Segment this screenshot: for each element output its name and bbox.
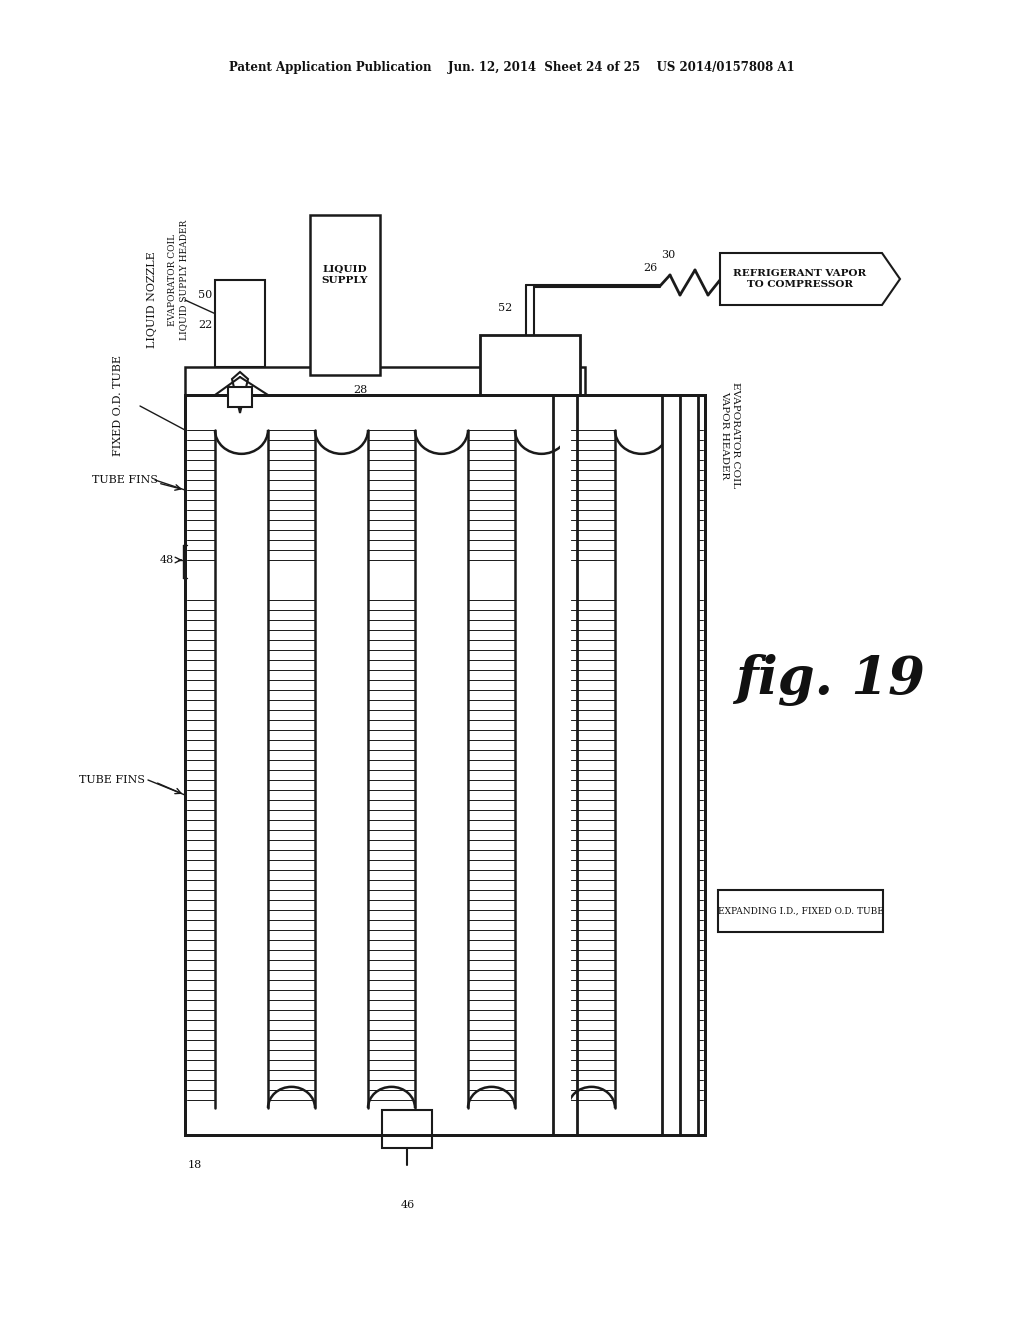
Text: EVAPORATOR COIL
VAPOR HEADER: EVAPORATOR COIL VAPOR HEADER <box>720 381 739 488</box>
Bar <box>185 395 705 1135</box>
Text: 50: 50 <box>198 290 212 300</box>
Bar <box>228 387 252 407</box>
Text: LIQUID NOZZLE: LIQUID NOZZLE <box>147 252 157 348</box>
Bar <box>368 1104 415 1129</box>
Bar <box>615 430 668 1107</box>
Text: EVAPORATOR COIL
LIQUID SUPPLY HEADER: EVAPORATOR COIL LIQUID SUPPLY HEADER <box>168 220 187 341</box>
Bar <box>415 430 468 1107</box>
Text: 22: 22 <box>198 319 212 330</box>
Bar <box>215 401 268 430</box>
Bar <box>718 890 883 932</box>
Text: FIXED O.D. TUBE: FIXED O.D. TUBE <box>113 355 123 455</box>
Text: TUBE FINS: TUBE FINS <box>79 775 145 785</box>
Text: 30: 30 <box>660 249 675 260</box>
Bar <box>185 367 585 395</box>
Bar <box>315 430 368 1107</box>
Text: REFRIGERANT VAPOR
TO COMPRESSOR: REFRIGERANT VAPOR TO COMPRESSOR <box>733 269 866 289</box>
Text: 48: 48 <box>160 554 174 565</box>
Bar <box>515 430 568 1107</box>
Polygon shape <box>232 372 248 413</box>
Bar <box>215 430 268 1107</box>
Text: 26: 26 <box>643 263 657 273</box>
Bar <box>315 430 368 1107</box>
Polygon shape <box>720 253 900 305</box>
Bar <box>215 430 268 1107</box>
Bar <box>615 401 668 430</box>
Bar <box>515 430 568 1107</box>
Bar <box>415 430 468 1107</box>
Bar <box>615 430 668 1107</box>
Bar <box>382 1110 432 1148</box>
Bar <box>315 401 368 430</box>
Text: Patent Application Publication    Jun. 12, 2014  Sheet 24 of 25    US 2014/01578: Patent Application Publication Jun. 12, … <box>229 62 795 74</box>
Text: 52: 52 <box>498 304 512 313</box>
Bar <box>310 215 380 375</box>
Text: fig. 19: fig. 19 <box>735 653 925 706</box>
Bar <box>480 335 580 395</box>
Bar <box>662 395 698 1135</box>
Text: 28: 28 <box>353 385 368 395</box>
Bar <box>468 1104 515 1129</box>
Bar <box>268 1104 315 1129</box>
Text: TUBE FINS: TUBE FINS <box>92 475 158 484</box>
Bar <box>515 401 568 430</box>
Bar <box>185 395 705 1135</box>
Bar <box>215 280 265 367</box>
Text: 18: 18 <box>187 1160 202 1170</box>
Text: EXPANDING I.D., FIXED O.D. TUBE: EXPANDING I.D., FIXED O.D. TUBE <box>718 907 884 916</box>
Text: 46: 46 <box>400 1200 415 1210</box>
Bar <box>568 1104 615 1129</box>
Bar <box>185 395 705 1135</box>
Text: LIQUID
SUPPLY: LIQUID SUPPLY <box>322 265 369 285</box>
Bar <box>415 401 468 430</box>
